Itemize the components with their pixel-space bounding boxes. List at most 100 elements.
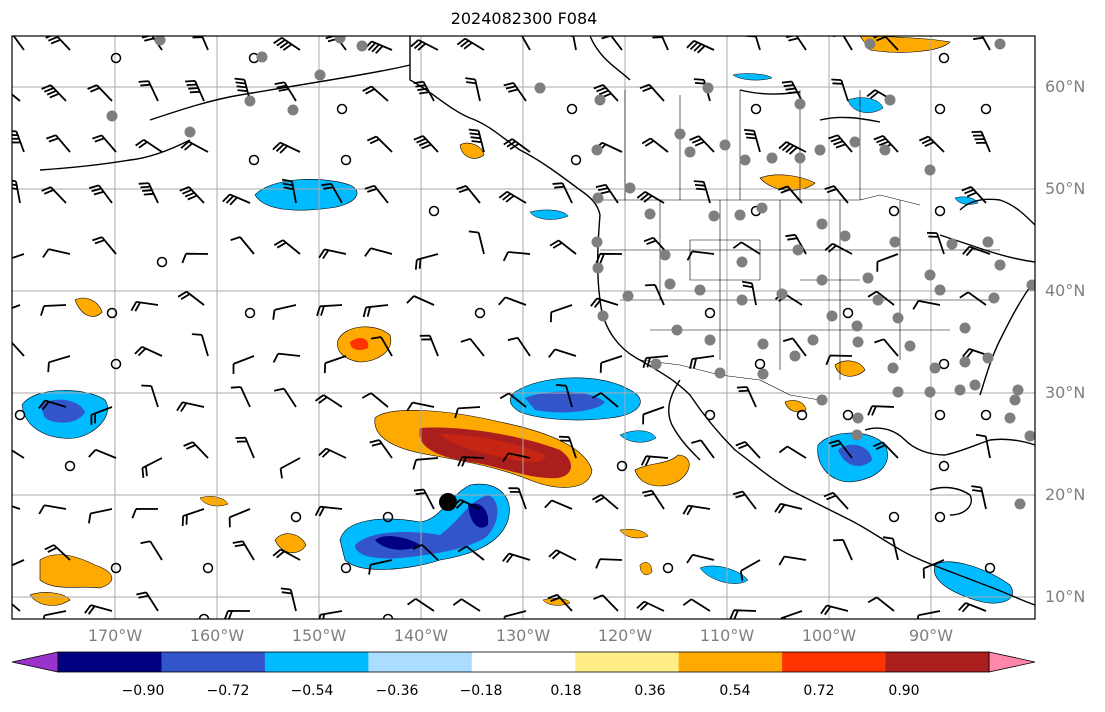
lat-label: 30°N: [1045, 383, 1086, 402]
calm-wind-circle: [474, 307, 486, 319]
colorbar-tick-label: −0.18: [459, 683, 503, 699]
wind-barb: [362, 85, 389, 102]
station-dot: [534, 82, 546, 94]
wind-barb: [593, 83, 619, 102]
wind-barb: [274, 387, 297, 408]
wind-barb: [419, 334, 439, 357]
calm-wind-circle: [566, 103, 578, 115]
wind-barb: [185, 80, 205, 102]
wind-barb: [45, 134, 71, 153]
wind-barb: [456, 185, 481, 204]
contour-red-band: [419, 427, 572, 479]
lat-label: 60°N: [1045, 77, 1086, 96]
wind-barb: [828, 134, 853, 153]
wind-barb: [642, 406, 665, 425]
station-dot: [106, 110, 118, 122]
station-dot: [816, 274, 828, 286]
wind-barb: [831, 78, 849, 102]
colorbar-extend-high: [988, 651, 1036, 673]
wind-barb: [230, 386, 251, 408]
station-dot: [852, 336, 864, 348]
calm-wind-circle: [110, 358, 122, 370]
wind-barb: [591, 392, 619, 408]
lon-label: 100°W: [801, 626, 857, 645]
wind-barb: [136, 591, 159, 612]
wind-barb: [191, 333, 209, 357]
wind-barb: [782, 337, 807, 357]
contour-navy-south-2: [468, 503, 489, 528]
station-dot: [994, 259, 1006, 271]
wind-barb: [412, 457, 439, 470]
station-dot: [356, 40, 368, 52]
wind-barb: [41, 84, 67, 102]
wind-barb: [828, 439, 853, 459]
wind-barb: [682, 598, 711, 612]
calm-wind-circle: [106, 307, 118, 319]
wind-barb: [176, 401, 205, 412]
wind-barb: [12, 93, 21, 102]
wind-barb: [45, 36, 71, 51]
station-dot: [959, 322, 971, 334]
calm-wind-circle: [842, 409, 854, 421]
station-dot: [766, 152, 778, 164]
station-dot: [892, 312, 904, 324]
wind-barb: [511, 36, 531, 51]
colorbar-frame: [57, 651, 990, 673]
calm-wind-circle: [156, 256, 168, 268]
wind-barb: [741, 280, 757, 306]
calm-wind-circle: [616, 460, 628, 472]
colorbar-tick-label: 0.72: [803, 683, 835, 699]
wind-barb: [407, 598, 435, 612]
wind-barb: [181, 508, 205, 527]
wind-barb: [273, 239, 301, 255]
station-dot: [789, 350, 801, 362]
wind-barb: [406, 295, 435, 306]
wind-barb: [507, 336, 531, 357]
station-dot: [659, 249, 671, 261]
colorbar-tick-label: −0.72: [206, 683, 250, 699]
wind-barb: [595, 183, 619, 204]
wind-barb: [785, 233, 807, 255]
wind-barb: [88, 508, 113, 524]
colorbar-segment: [885, 652, 990, 672]
wind-barb: [745, 36, 761, 51]
station-dot: [887, 362, 899, 374]
wind-barb: [774, 502, 803, 514]
station-dot: [959, 356, 971, 368]
station-dot: [736, 256, 748, 268]
wind-barb: [84, 604, 113, 615]
calm-wind-circle: [428, 205, 440, 217]
wind-barb: [824, 185, 849, 204]
wind-barb: [498, 296, 527, 306]
calm-wind-circle: [934, 511, 946, 523]
wind-barb: [42, 248, 71, 258]
wind-barb: [452, 598, 481, 612]
wind-barb: [12, 253, 25, 259]
wind-barb: [971, 130, 991, 153]
wind-barb: [181, 252, 209, 264]
colorbar-tick-label: −0.36: [375, 683, 419, 699]
wind-barb: [873, 134, 899, 153]
wind-barb: [744, 129, 761, 153]
wind-barb: [369, 439, 393, 459]
wind-barb: [318, 447, 347, 459]
wind-barb: [316, 304, 343, 317]
wind-barb: [595, 558, 623, 569]
contour-blue-mid-core: [525, 391, 605, 413]
calm-wind-circle: [984, 562, 996, 574]
graticule: [12, 36, 1035, 619]
wind-barb: [823, 491, 849, 510]
highlight-station-dot: [439, 493, 457, 511]
station-dot: [946, 238, 958, 250]
station-dot: [814, 144, 826, 156]
station-dot: [934, 284, 946, 296]
wind-barb: [686, 39, 715, 54]
wind-barb: [12, 179, 21, 204]
station-dot: [862, 272, 874, 284]
wind-barb: [652, 36, 669, 51]
wind-barb: [12, 559, 25, 567]
wind-barb: [556, 384, 573, 408]
calm-wind-circle: [110, 562, 122, 574]
wind-barb: [912, 300, 941, 310]
wind-barb: [778, 141, 807, 155]
